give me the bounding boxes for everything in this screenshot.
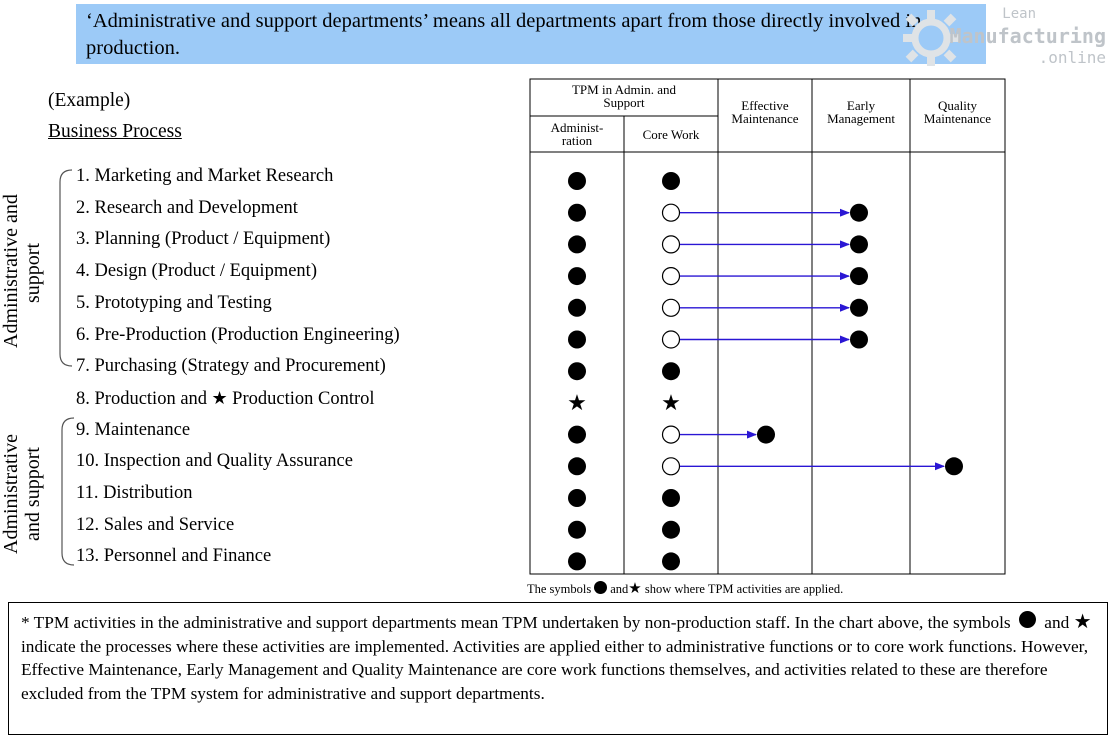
business-process-label: Business Process <box>48 121 182 142</box>
process-item: 4. Design (Product / Equipment) <box>76 261 317 282</box>
filled-dot-mark <box>568 267 586 286</box>
note-box: * TPM activities in the administrative a… <box>8 602 1108 735</box>
process-item: 13. Personnel and Finance <box>76 546 272 567</box>
process-item: 6. Pre-Production (Production Engineerin… <box>76 324 400 345</box>
filled-dot-mark <box>568 330 586 349</box>
star-mark: ★ <box>661 391 681 416</box>
filled-dot-mark <box>568 172 586 190</box>
open-circle-mark <box>661 267 681 286</box>
filled-dot-mark <box>662 362 680 381</box>
process-item: 8. Production and ★ Production Control <box>76 386 375 410</box>
header-quality-line1: Quality <box>938 98 977 113</box>
header-text: ‘Administrative and support departments’… <box>86 10 922 59</box>
star-icon: ★ <box>628 581 642 597</box>
watermark-manufacturing: Manufacturing <box>949 24 1106 48</box>
header-tpm-group-line2: Support <box>603 95 645 110</box>
table-grid <box>529 78 1006 575</box>
header-effective: Effective Maintenance <box>718 99 812 125</box>
header-early: Early Management <box>812 99 910 125</box>
process-item: 3. Planning (Product / Equipment) <box>76 229 331 250</box>
tpm-chart: ★ ★ <box>59 78 1006 575</box>
open-circle-mark <box>661 235 681 254</box>
bracket-upper <box>59 169 73 367</box>
filled-dot-mark <box>568 298 586 317</box>
note-text: * TPM activities in the administrative a… <box>21 611 1097 705</box>
filled-dot-mark <box>850 267 868 286</box>
chart-caption: The symbols and★ show where TPM activitie… <box>527 579 843 598</box>
filled-dot-mark <box>850 203 868 222</box>
filled-dot-mark <box>662 489 680 507</box>
filled-dot-mark <box>568 235 586 254</box>
watermark-online: .online <box>1038 48 1106 67</box>
header-tpm-group: TPM in Admin. and Support <box>530 83 718 109</box>
star-icon: ★ <box>1073 611 1092 633</box>
header-quality: Quality Maintenance <box>910 99 1005 125</box>
header-admin: Administ- ration <box>530 121 624 147</box>
filled-dot-mark <box>662 520 680 539</box>
dot-icon <box>1018 611 1036 628</box>
header-admin-line1: Administ- <box>550 120 604 135</box>
note-part2: and <box>1044 613 1070 632</box>
process-item: 2. Research and Development <box>76 197 298 218</box>
filled-dot-mark <box>568 425 586 444</box>
filled-dot-mark <box>568 457 586 476</box>
header-quality-line2: Maintenance <box>923 111 992 126</box>
star-icon: ★ <box>207 387 233 408</box>
star-mark: ★ <box>567 391 587 416</box>
example-label: (Example) <box>48 90 131 111</box>
header-core-work: Core Work <box>642 127 700 142</box>
process-item: 10. Inspection and Quality Assurance <box>76 451 353 472</box>
header-effective-line2: Maintenance <box>731 111 799 126</box>
header-early-line1: Early <box>846 98 876 113</box>
header-effective-line1: Effective <box>741 98 789 113</box>
filled-dot-mark <box>850 330 868 349</box>
filled-dot-mark <box>568 552 586 571</box>
header-banner <box>76 4 986 64</box>
process-item-label-after: Production Control <box>232 388 375 409</box>
watermark-lean: Lean <box>1002 6 1036 22</box>
gear-icon <box>903 10 959 66</box>
filled-dot-mark <box>850 298 868 317</box>
process-item: 9. Maintenance <box>76 419 191 440</box>
watermark-logo: Lean Manufacturing .online <box>895 2 1110 70</box>
note-part3: indicate the processes where these activ… <box>21 636 1089 703</box>
process-item: 7. Purchasing (Strategy and Procurement) <box>76 356 386 377</box>
header-admin-line2: ration <box>561 133 593 148</box>
process-item-label-before: 8. Production and <box>76 388 208 409</box>
filled-dot-mark <box>850 235 868 254</box>
note-part1: * TPM activities in the administrative a… <box>21 613 1011 632</box>
filled-dot-mark <box>568 362 586 381</box>
process-item: 5. Prototyping and Testing <box>76 292 272 313</box>
dot-icon <box>594 581 608 594</box>
caption-after: show where TPM activities are applied. <box>644 582 844 596</box>
filled-dot-mark <box>757 425 775 444</box>
open-circle-mark <box>661 425 681 444</box>
process-item: 11. Distribution <box>76 483 193 503</box>
caption-before: The symbols <box>527 582 592 596</box>
filled-dot-mark <box>662 172 680 190</box>
process-item: 1. Marketing and Market Research <box>76 166 334 186</box>
filled-dot-mark <box>568 520 586 539</box>
filled-dot-mark <box>945 457 963 476</box>
caption-middle: and <box>610 582 629 596</box>
process-item: 12. Sales and Service <box>76 514 235 535</box>
header-tpm-group-line1: TPM in Admin. and <box>571 82 676 97</box>
header-early-line2: Management <box>827 111 895 126</box>
open-circle-mark <box>661 203 681 222</box>
open-circle-mark <box>661 457 681 476</box>
filled-dot-mark <box>568 203 586 222</box>
open-circle-mark <box>661 298 681 317</box>
bracket-lower <box>61 417 75 566</box>
open-circle-mark <box>661 330 681 349</box>
filled-dot-mark <box>568 489 586 507</box>
filled-dot-mark <box>662 552 680 571</box>
